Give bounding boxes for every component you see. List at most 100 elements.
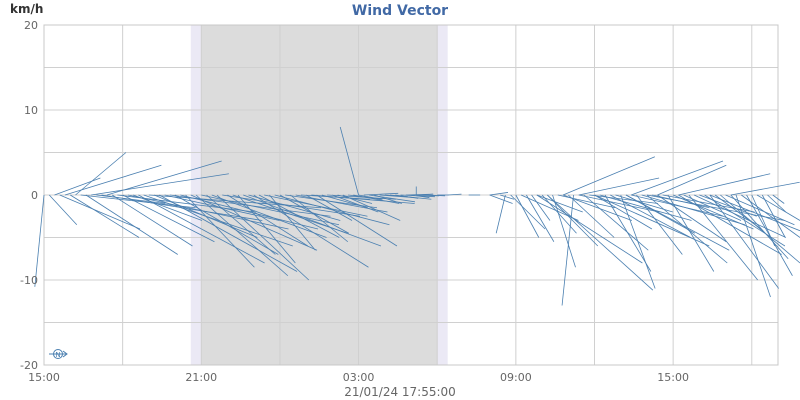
wind-vector xyxy=(222,194,361,217)
wind-vector xyxy=(672,194,754,230)
wind-vector xyxy=(683,194,742,221)
wind-vector xyxy=(678,194,782,255)
y-tick-label: 10 xyxy=(24,104,38,117)
wind-vector xyxy=(342,194,401,221)
wind-vector xyxy=(374,194,402,204)
wind-vector xyxy=(751,194,776,247)
chart-title: Wind Vector xyxy=(352,3,448,19)
wind-vector xyxy=(237,194,296,264)
wind-vector xyxy=(631,194,724,217)
wind-vector xyxy=(339,126,359,196)
wind-vector xyxy=(426,194,446,197)
wind-vector xyxy=(625,194,730,251)
y-tick-label: -10 xyxy=(20,274,38,287)
wind-vector xyxy=(667,194,715,272)
wind-vector xyxy=(631,160,724,196)
x-tick-label: 09:00 xyxy=(500,371,532,384)
wind-vector xyxy=(594,194,710,247)
wind-vector xyxy=(106,160,222,196)
wind-vector xyxy=(594,194,653,230)
wind-vector xyxy=(568,194,615,238)
wind-vector xyxy=(599,194,692,221)
wind-vector xyxy=(678,173,771,196)
wind-vector xyxy=(531,194,551,221)
wind-vector xyxy=(489,194,513,204)
wind-vector xyxy=(243,194,382,247)
wind-vector xyxy=(48,194,78,226)
wind-vector xyxy=(557,194,616,209)
wind-vector xyxy=(662,194,755,213)
wind-vector xyxy=(589,194,659,204)
wind-vector xyxy=(138,194,265,264)
wind-vector xyxy=(730,194,789,260)
wind-vector xyxy=(510,194,546,230)
wind-vector xyxy=(111,194,193,247)
wind-vector xyxy=(195,194,289,277)
wind-vector xyxy=(332,194,379,213)
wind-vector xyxy=(75,152,127,196)
svg-text:N: N xyxy=(55,351,60,359)
wind-vector xyxy=(316,194,398,247)
wind-vector xyxy=(495,194,506,234)
y-tick-label: -20 xyxy=(20,359,38,372)
wind-vector xyxy=(646,194,728,264)
wind-vector xyxy=(720,194,800,264)
wind-vector xyxy=(269,194,316,251)
wind-vector xyxy=(447,193,462,196)
wind-vector xyxy=(761,194,786,238)
wind-vector xyxy=(552,194,576,268)
footer-timestamp: 21/01/24 17:55:00 xyxy=(344,385,456,399)
wind-vector xyxy=(211,194,327,238)
wind-vector xyxy=(421,193,433,196)
wind-vector xyxy=(34,194,45,287)
vector-series xyxy=(34,126,800,306)
north-arrow-icon: N xyxy=(49,349,68,359)
wind-vector xyxy=(709,194,780,289)
wind-vector xyxy=(164,194,280,221)
wind-vector xyxy=(174,194,279,255)
wind-vector xyxy=(500,194,515,200)
wind-vector xyxy=(70,194,140,238)
wind-vector xyxy=(525,194,555,242)
wind-vector xyxy=(206,194,276,255)
x-tick-label: 15:00 xyxy=(657,371,689,384)
wind-vector xyxy=(410,194,430,198)
y-axis-unit-label: km/h xyxy=(10,2,43,16)
y-tick-label: 20 xyxy=(24,19,38,32)
wind-vector xyxy=(185,194,255,268)
wind-vector xyxy=(358,194,382,200)
wind-vector xyxy=(258,194,340,238)
wind-vector xyxy=(248,194,341,221)
wind-vector xyxy=(730,181,800,196)
wind-vector xyxy=(709,194,800,232)
wind-vector xyxy=(547,194,654,291)
wind-vector xyxy=(122,194,215,243)
wind-vector xyxy=(159,194,298,272)
wind-vector xyxy=(620,194,656,289)
x-tick-label: 21:00 xyxy=(185,371,217,384)
wind-vector xyxy=(562,156,655,196)
wind-vector xyxy=(536,194,643,264)
wind-vector xyxy=(772,194,785,204)
wind-vector xyxy=(578,177,660,196)
wind-vector xyxy=(59,194,141,230)
wind-vector xyxy=(395,194,419,199)
wind-vector xyxy=(578,194,660,213)
wind-vector xyxy=(143,194,293,247)
wind-vector xyxy=(253,194,369,268)
wind-vector xyxy=(353,194,400,204)
wind-vector xyxy=(227,194,309,247)
wind-vector xyxy=(561,194,574,306)
wind-vector xyxy=(604,194,652,272)
wind-vector xyxy=(541,194,577,234)
x-axis-ticks: 15:00 21:00 03:00 09:00 15:00 xyxy=(28,371,689,384)
wind-vector xyxy=(489,192,509,196)
wind-vector xyxy=(688,194,759,281)
wind-vector xyxy=(657,194,727,243)
wind-vector xyxy=(337,194,373,204)
wind-vector xyxy=(741,194,800,238)
wind-vector xyxy=(216,194,310,281)
wind-vector xyxy=(562,194,633,221)
wind-vector xyxy=(735,194,771,298)
